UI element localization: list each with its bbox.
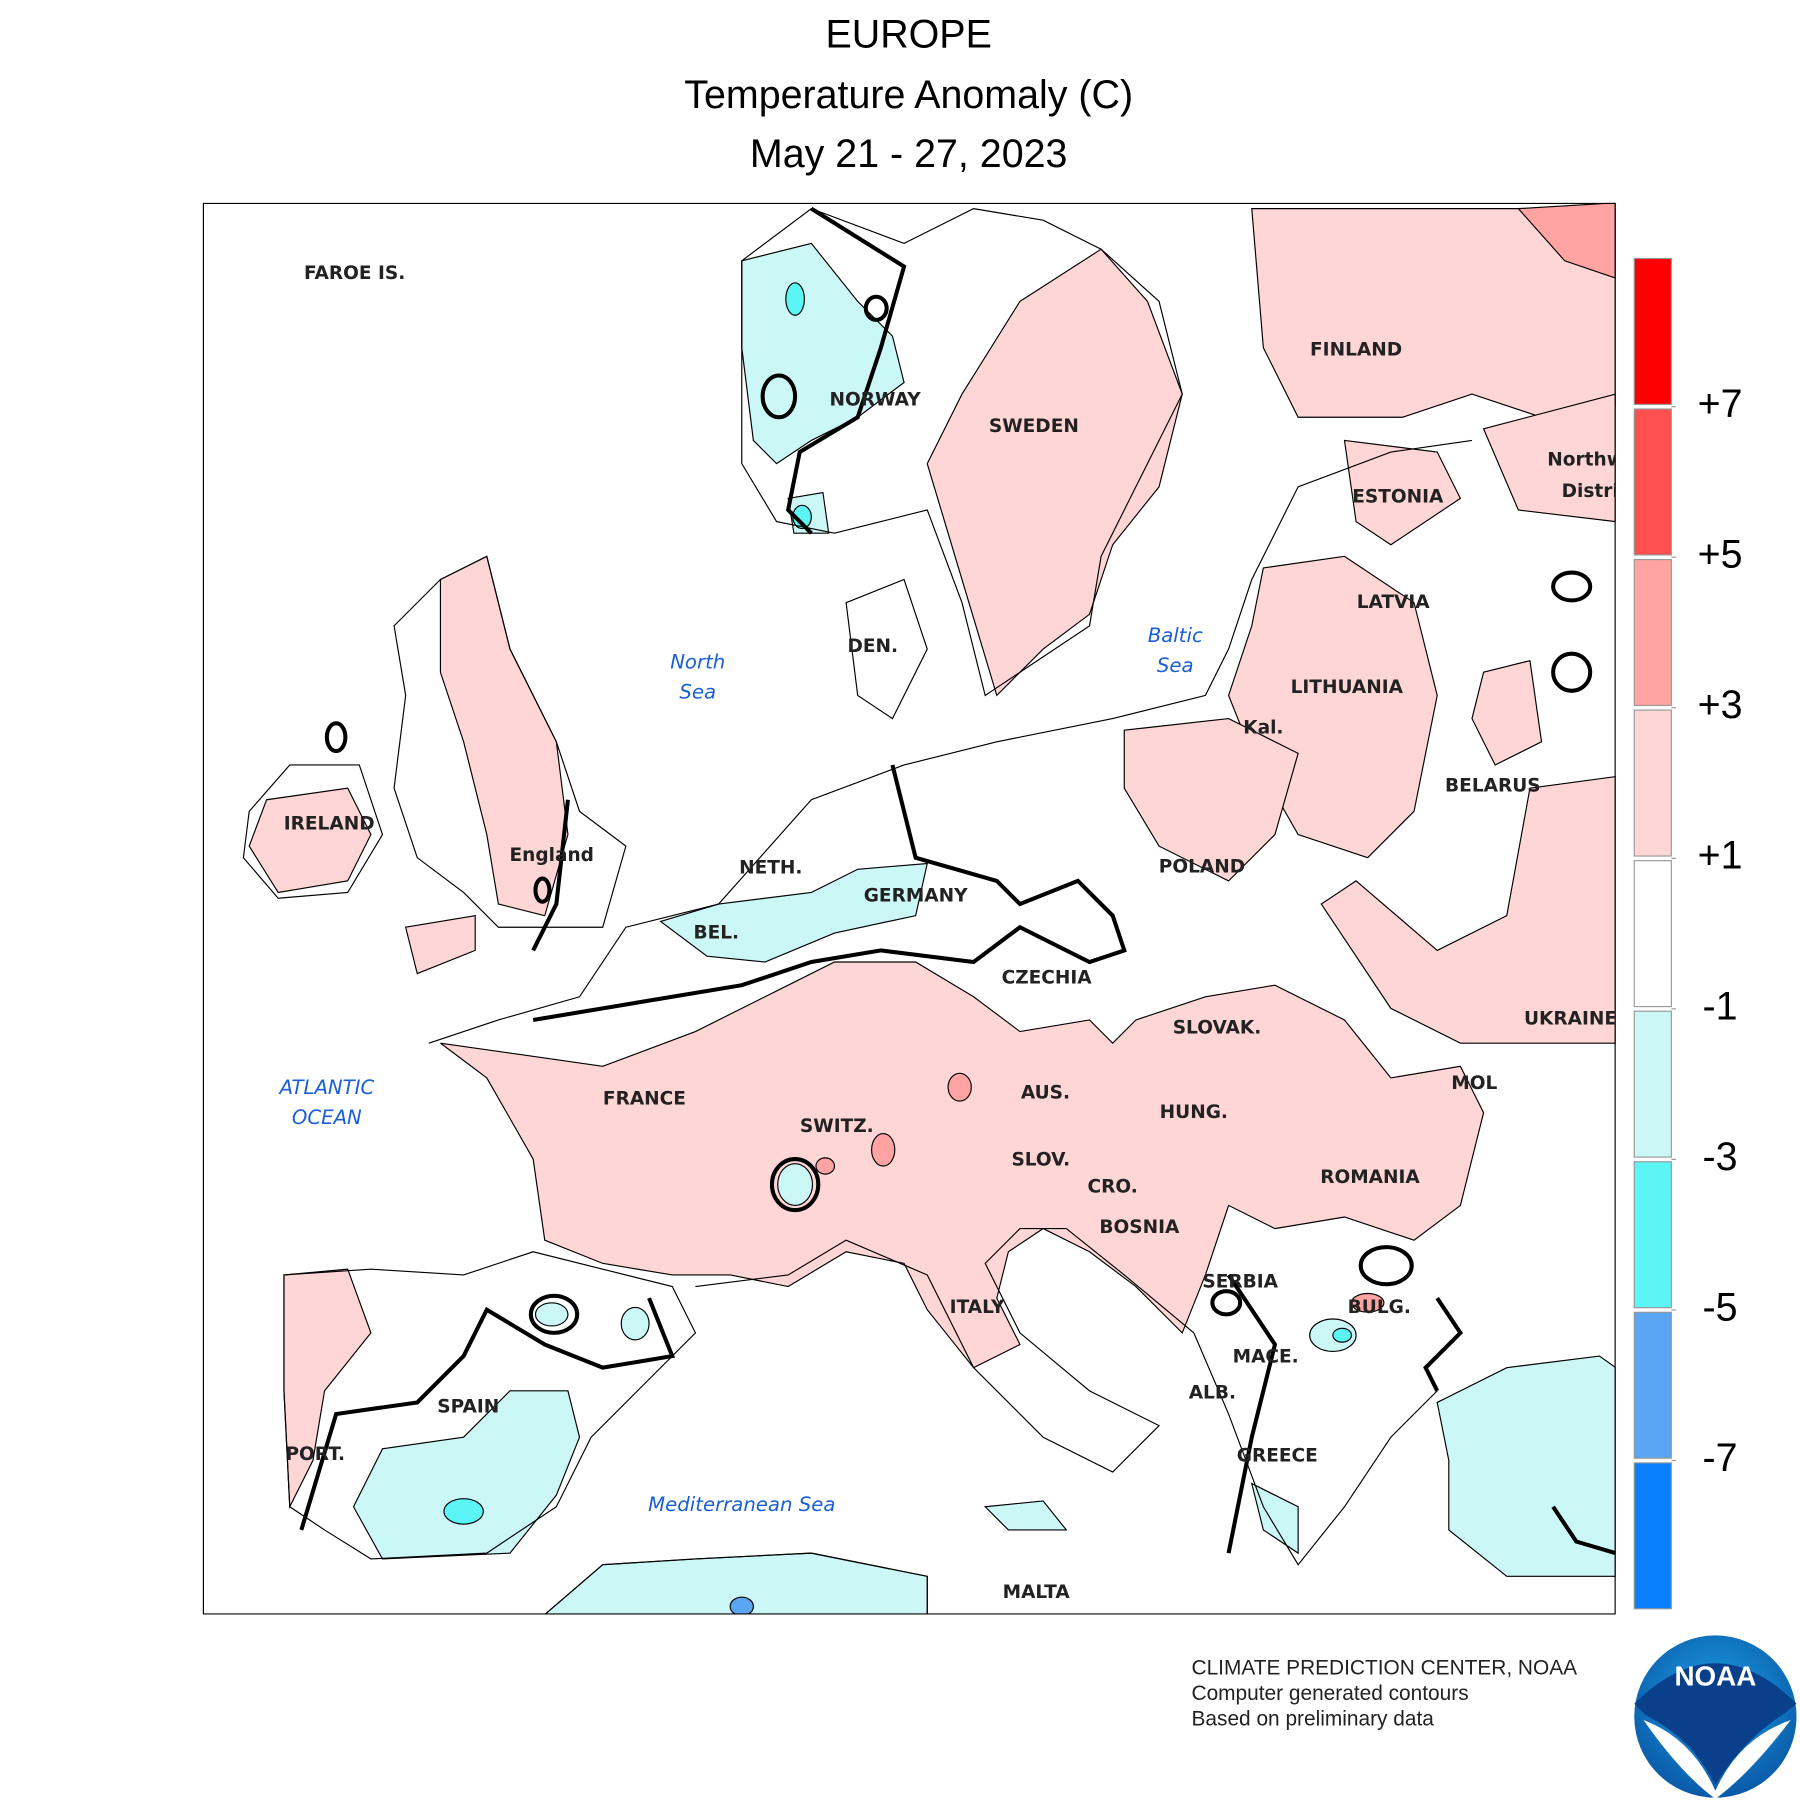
country-label: CRO. <box>1088 1176 1138 1197</box>
colorbar-swatch <box>1633 1311 1672 1459</box>
country-label: SPAIN <box>437 1397 499 1418</box>
credit-line: Computer generated contours <box>1192 1682 1469 1705</box>
colorbar-tick-label: -7 <box>1703 1436 1738 1480</box>
country-label: BOSNIA <box>1099 1217 1180 1238</box>
map: FAROE IS. NORWAY SWEDEN FINLAND ESTONIA LATVI… <box>202 202 1624 1615</box>
country-label: England <box>509 845 593 866</box>
country-label: SERBIA <box>1202 1271 1278 1292</box>
cold-spots <box>443 282 1353 1525</box>
noaa-logo: NOAA <box>1634 1635 1797 1799</box>
title: EUROPE <box>826 12 992 56</box>
colorbar-swatch <box>1633 257 1672 405</box>
country-label: MOL <box>1451 1073 1497 1094</box>
country-label: MALTA <box>1003 1582 1071 1603</box>
colorbar-tick-label: +5 <box>1698 533 1743 577</box>
country-label: CZECHIA <box>1002 968 1093 989</box>
colorbar-swatch <box>1633 1161 1672 1309</box>
country-label: BULG. <box>1348 1297 1411 1318</box>
colorbar-swatch <box>1633 408 1672 556</box>
country-label: SLOVAK. <box>1173 1018 1262 1039</box>
country-label: PORT. <box>285 1444 345 1465</box>
country-label: DEN. <box>847 636 898 657</box>
warm-areas <box>248 208 1616 1509</box>
country-label: UKRAINE <box>1524 1008 1617 1029</box>
sea-label: Sea <box>679 681 716 704</box>
colorbar-swatch <box>1633 1462 1672 1610</box>
country-label: ESTONIA <box>1352 487 1444 508</box>
colorbar-swatch <box>1633 558 1672 707</box>
cool-areas <box>352 242 1616 1615</box>
zero-contours <box>299 206 1616 1556</box>
colorbar-tick-label: +7 <box>1698 382 1743 426</box>
map-labels: FAROE IS. NORWAY SWEDEN FINLAND ESTONIA LATVI… <box>277 263 1624 1603</box>
logo-upper <box>1634 1663 1797 1785</box>
credits: CLIMATE PREDICTION CENTER, NOAAComputer … <box>1192 1657 1578 1731</box>
country-label: Kal. <box>1243 717 1283 738</box>
country-label: NETH. <box>739 858 802 879</box>
logo-bird <box>1643 1720 1791 1799</box>
country-label: NORWAY <box>830 389 922 410</box>
warm-spots <box>815 202 1616 1313</box>
sea-label: ATLANTIC <box>277 1076 374 1099</box>
colorbar-tick-label: +3 <box>1698 683 1743 727</box>
country-label: FAROE IS. <box>304 263 405 284</box>
country-label: ITALY <box>950 1297 1005 1318</box>
country-label: Distri <box>1562 481 1619 502</box>
country-label: LITHUANIA <box>1291 677 1404 698</box>
colorbar-tick-label: -5 <box>1703 1285 1738 1329</box>
colorbar-swatch <box>1633 709 1672 857</box>
country-label: HUNG. <box>1160 1102 1228 1123</box>
sea-label: Mediterranean Sea <box>648 1493 835 1516</box>
country-label: BELARUS <box>1445 775 1541 796</box>
country-label: SWEDEN <box>989 416 1079 437</box>
country-label: LATVIA <box>1357 592 1431 613</box>
colorbar: +7 +5 +3 +1 -1 -3 -5 -7 <box>1633 257 1743 1610</box>
date: May 21 - 27, 2023 <box>750 132 1068 176</box>
sea-label: OCEAN <box>292 1106 362 1129</box>
colorbar-swatch <box>1633 1010 1672 1158</box>
country-label: FRANCE <box>603 1088 686 1109</box>
credit-line: Based on preliminary data <box>1192 1708 1435 1731</box>
logo-text: NOAA <box>1674 1661 1756 1692</box>
country-label: MACE. <box>1233 1347 1299 1368</box>
colorbar-tick-label: +1 <box>1698 834 1743 878</box>
colorbar-tick-label: -3 <box>1703 1135 1738 1179</box>
sea-label: North <box>670 650 725 673</box>
subtitle: Temperature Anomaly (C) <box>684 73 1133 117</box>
colorbar-tick-label: -1 <box>1703 984 1738 1028</box>
country-label: IRELAND <box>284 814 375 835</box>
colorbar-swatch <box>1633 860 1672 1008</box>
sea-label: Sea <box>1157 654 1194 677</box>
sea-label: Baltic <box>1148 624 1203 647</box>
country-label: AUS. <box>1021 1082 1070 1103</box>
country-label: Northw <box>1547 450 1624 471</box>
country-label: SWITZ. <box>800 1116 874 1137</box>
coastlines <box>242 207 1473 1615</box>
country-label: POLAND <box>1159 856 1245 877</box>
country-label: FINLAND <box>1310 340 1402 361</box>
credit-line: CLIMATE PREDICTION CENTER, NOAA <box>1192 1657 1578 1680</box>
country-label: ROMANIA <box>1320 1167 1420 1188</box>
country-label: BEL. <box>693 923 739 944</box>
country-label: ALB. <box>1189 1383 1236 1404</box>
country-label: GERMANY <box>864 885 968 906</box>
country-label: GREECE <box>1237 1445 1318 1466</box>
country-label: SLOV. <box>1011 1150 1070 1171</box>
cold-spot <box>729 1596 754 1615</box>
